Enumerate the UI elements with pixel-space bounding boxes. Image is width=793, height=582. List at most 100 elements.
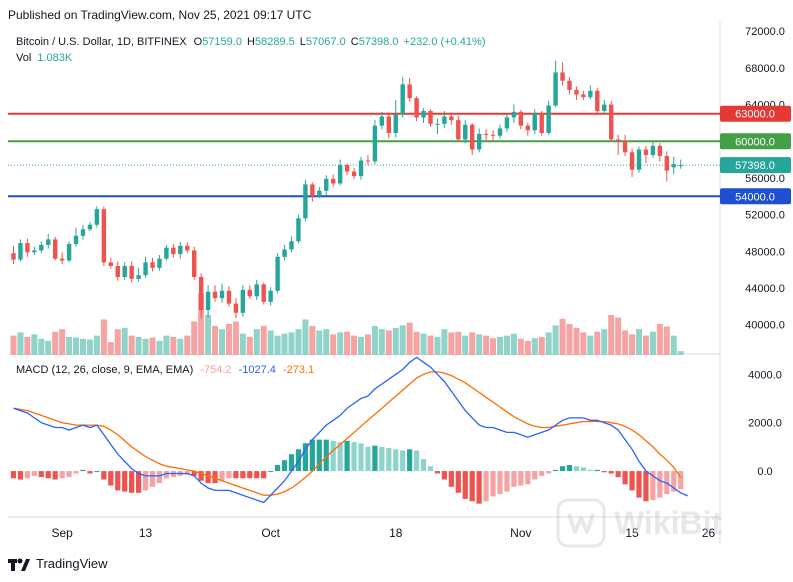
volume-bar [566,324,573,355]
high-label: H [247,36,255,48]
volume-bar [420,333,427,355]
macd-histogram-bar [657,471,663,498]
macd-histogram-bar [629,471,635,491]
macd-histogram-bar [490,471,496,497]
macd-histogram-bar [497,471,503,495]
time-tick-label: 26 [702,526,716,540]
close-label: C [350,36,359,48]
change-value: +232.0 (+0.41%) [403,36,486,48]
volume-bar [392,327,399,355]
volume-bar [45,340,52,355]
candle-body [650,145,656,156]
candle-body [560,72,565,81]
macd-histogram-bar [427,466,434,472]
candle-body [101,209,107,263]
volume-bar [225,324,232,355]
volume-bar [538,336,545,355]
candle-body [567,80,572,90]
volume-bar [10,335,17,355]
volume-label[interactable]: Vol [16,52,32,64]
macd-histogram-bar [316,439,322,472]
macd-histogram-bar [136,471,142,493]
macd-histogram-bar [573,466,580,472]
candle-body [428,110,433,124]
candle-body [643,149,649,156]
volume-bar [107,342,114,355]
volume-bar [364,334,371,355]
volume-bar [448,332,455,355]
candle-body [588,90,593,98]
volume-bar [608,314,615,355]
candle-body [664,155,669,171]
macd-tick-label: 4000.0 [748,369,782,381]
candle-body [539,112,544,133]
macd-line-value: -1027.4 [238,364,276,376]
macd-histogram-bar [615,471,621,478]
candle-body [143,262,148,276]
volume-bar [246,336,253,355]
volume-bar [670,335,677,355]
candle-body [456,120,461,140]
candle-body [331,178,336,184]
open-value: 57159.0 [202,36,242,48]
candle-body [337,165,343,184]
candle-body [602,104,607,111]
volume-bar [114,329,121,355]
volume-bar [156,340,163,355]
candle-body [233,303,239,313]
volume-bar [476,334,483,355]
macd-histogram-bar [532,471,538,480]
level-price-badge [720,105,791,122]
tradingview-footer[interactable]: TradingView [8,556,108,571]
candle-body [129,266,134,279]
macd-histogram-bar [129,471,135,493]
candle-body [470,124,475,150]
macd-histogram-bar [379,446,385,472]
volume-legend: Vol 1.083K [16,52,72,64]
volume-bar [52,331,59,355]
candle-body [164,247,169,259]
candle-body [11,253,16,260]
level-price-badge-label: 60000.0 [735,136,775,148]
candle-body [205,291,211,311]
macd-histogram-bar [559,466,566,472]
macd-histogram-bar [400,450,406,472]
macd-tick-label: 2000.0 [748,418,782,430]
symbol-title[interactable]: Bitcoin / U.S. Dollar, 1D, BITFINEX [16,36,187,48]
volume-bar [663,326,670,355]
volume-bar [205,314,212,355]
volume-bar [677,351,684,355]
macd-histogram-bar [511,471,517,487]
candle-body [275,256,280,291]
candle-body [615,139,621,142]
volume-bar [517,338,524,355]
volume-bar [510,333,517,355]
candle-body [296,218,301,242]
macd-histogram-bar [407,449,413,472]
candle-body [386,116,391,133]
candle-body [226,290,232,304]
macd-histogram-bar [462,471,468,499]
volume-bar [469,332,476,355]
macd-histogram-bar [108,471,114,486]
macd-title[interactable]: MACD (12, 26, close, 9, EMA, EMA) [16,364,194,376]
macd-histogram-bar [10,471,17,479]
price-tick-label: 40000.0 [745,320,785,332]
volume-bar [490,338,497,355]
candle-body [497,128,503,136]
volume-bar [191,321,198,355]
last-price-badge [720,157,791,174]
tradingview-logo-icon [8,558,30,571]
macd-histogram-bar [414,450,420,472]
price-tick-label: 48000.0 [745,246,785,258]
macd-histogram-bar [24,471,30,479]
candle-body [595,90,600,111]
candle-body [32,250,37,253]
macd-histogram-bar [594,469,600,472]
candle-body [622,141,628,153]
candle-body [289,241,294,250]
volume-bar [587,335,594,355]
volume-bar [371,325,378,355]
price-tick-label: 44000.0 [745,283,785,295]
